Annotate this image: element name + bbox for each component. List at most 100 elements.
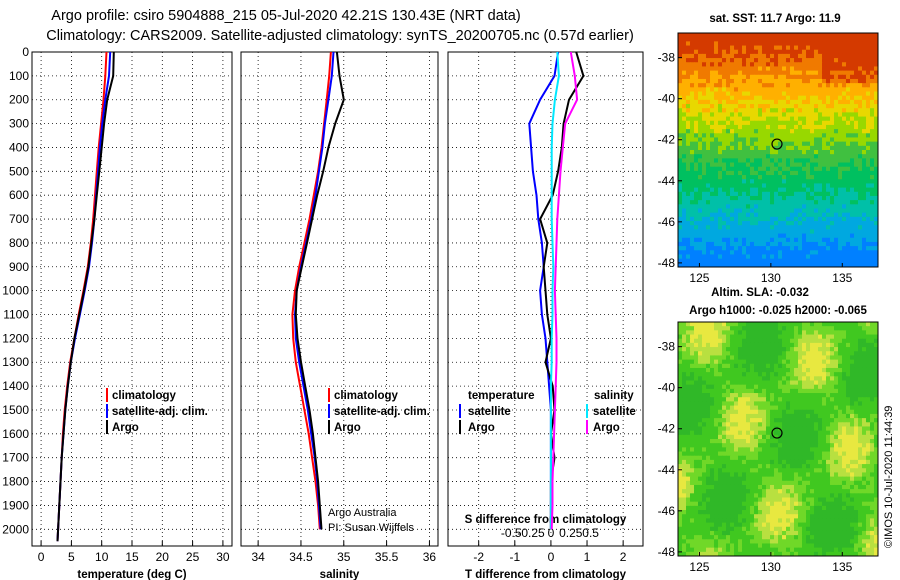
map-cell [782,468,787,473]
map-cell [842,225,847,230]
map-cell [682,367,687,373]
map-cell [686,355,691,361]
map-cell [786,322,791,327]
map-cell [838,233,843,239]
map-cell [794,443,799,448]
map-cell [754,418,759,423]
map-cell [678,229,683,235]
map-cell [794,208,799,214]
map-cell [798,351,803,356]
map-cell [866,53,871,59]
map-cell [694,78,699,84]
map-cell [870,476,875,482]
map-cell [734,229,739,235]
map-cell [866,66,871,72]
map-cell [690,99,695,105]
map-cell [754,430,759,436]
map-cell [834,338,839,344]
map-cell [758,170,763,176]
map-cell [806,116,811,122]
map-cell [726,41,731,47]
map-cell [718,41,723,47]
map-cell [866,116,871,122]
map-cell [834,258,839,264]
map-cell [802,150,807,155]
map-cell [738,78,743,84]
map-cell [774,241,779,247]
map-cell [678,388,683,394]
map-cell [790,322,795,327]
map-cell [806,338,811,344]
map-cell [814,116,819,122]
map-cell [830,384,835,390]
map-cell [850,133,855,138]
map-cell [678,116,683,122]
map-cell [706,447,711,453]
map-cell [774,262,779,268]
map-cell [698,33,703,38]
map-cell [850,179,855,184]
map-cell [814,187,819,193]
map-cell [742,37,747,42]
map-cell [706,187,711,193]
map-cell [734,430,739,436]
map-cell [834,397,839,402]
map-cell [698,405,703,411]
map-cell [842,78,847,84]
map-cell [750,409,755,415]
map-cell [690,187,695,193]
map-cell [786,372,791,377]
map-cell [798,334,803,340]
map-cell [790,464,795,469]
map-cell [758,426,763,432]
map-cell [734,342,739,348]
map-cell [690,451,695,457]
map-cell [870,70,875,76]
map-cell [874,347,879,352]
map-cell [754,347,759,352]
map-cell [786,258,791,264]
map-cell [782,99,787,105]
map-cell [822,447,827,453]
map-cell [822,225,827,230]
map-cell [722,484,727,490]
map-cell [838,183,843,189]
title-line-2: Climatology: CARS2009. Satellite-adjuste… [46,28,634,44]
map-cell [758,58,763,63]
map-cell [702,183,707,189]
map-cell [702,74,707,80]
map-cell [694,413,699,419]
map-cell [842,208,847,214]
map-cell [754,326,759,331]
map-cell [754,141,759,147]
map-cell [838,120,843,126]
map-cell [802,430,807,436]
map-cell [774,372,779,377]
map-cell [714,363,719,369]
map-cell [766,459,771,465]
map-cell [754,447,759,453]
map-cell [758,359,763,365]
map-cell [742,451,747,457]
map-cell [854,326,859,331]
map-cell [818,216,823,222]
map-cell [682,58,687,63]
map-cell [814,484,819,490]
map-cell [706,116,711,122]
map-cell [766,58,771,63]
map-cell [742,229,747,235]
map-cell [702,455,707,461]
map-cell [742,443,747,448]
map-cell [678,87,683,92]
map-cell [798,476,803,482]
map-cell [742,162,747,168]
map-cell [706,439,711,444]
map-cell [742,45,747,51]
map-cell [762,476,767,482]
map-cell [690,254,695,260]
legend-climatology-label: climatology [334,390,399,402]
map-cell [774,418,779,423]
map-cell [714,246,719,251]
map-cell [766,472,771,478]
map-cell [730,241,735,247]
